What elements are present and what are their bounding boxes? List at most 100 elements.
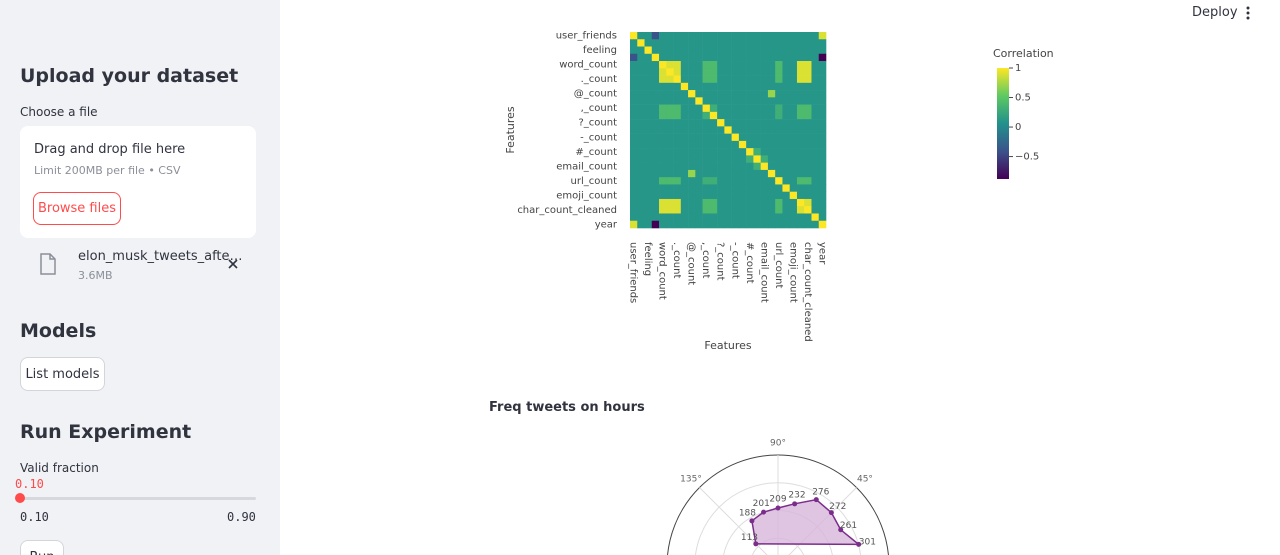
heatmap-cell <box>659 111 667 120</box>
x-tick-label: email_count <box>758 242 769 303</box>
heatmap-cell <box>738 133 747 142</box>
list-models-button[interactable]: List models <box>20 357 105 391</box>
heatmap-cell <box>717 111 725 120</box>
heatmap-cell <box>731 148 740 156</box>
deploy-button[interactable]: Deploy <box>1192 5 1238 20</box>
colorbar <box>997 68 1009 179</box>
point <box>753 541 759 547</box>
heatmap-cell <box>796 155 805 163</box>
heatmap-cell <box>775 206 783 214</box>
heatmap-cell <box>644 133 653 142</box>
browse-button[interactable]: Browse files <box>33 192 121 225</box>
heatmap-cell <box>659 97 667 105</box>
x-tick-label: user_friends <box>628 242 639 303</box>
heatmap-cell <box>782 148 791 156</box>
heatmap-cell <box>796 32 805 40</box>
heatmap-cell <box>688 148 696 156</box>
heatmap-cell <box>673 162 682 171</box>
heatmap-cell <box>695 119 703 127</box>
heatmap-cell <box>651 126 660 134</box>
heatmap-cell <box>746 119 754 127</box>
heatmap-cell <box>644 82 653 91</box>
heatmap-cell <box>818 32 827 40</box>
heatmap-cell <box>702 206 711 214</box>
heatmap-cell <box>782 53 791 62</box>
heatmap-cell <box>811 46 820 55</box>
dropzone[interactable]: Drag and drop file here Limit 200MB per … <box>20 126 256 238</box>
heatmap-cell <box>651 133 660 142</box>
heatmap-cell <box>688 119 696 127</box>
heatmap-cell <box>709 119 718 127</box>
heatmap-cell <box>753 90 761 98</box>
heatmap-cell <box>775 97 783 105</box>
heatmap-cell <box>782 126 791 134</box>
heatmap-cell <box>804 148 812 156</box>
heatmap-cell <box>782 213 791 222</box>
heatmap-cell <box>630 68 638 76</box>
run-button[interactable]: Run <box>20 540 64 555</box>
heatmap-cell <box>630 213 638 222</box>
heatmap-cell <box>731 68 740 76</box>
heatmap-cell <box>782 61 791 69</box>
heatmap-cell <box>673 220 682 229</box>
heatmap-cell <box>651 177 660 185</box>
heatmap-cell <box>811 169 820 178</box>
heatmap-cell <box>666 119 674 127</box>
point <box>775 505 781 511</box>
menu-button[interactable] <box>1244 5 1252 21</box>
heatmap-cell <box>767 126 776 134</box>
heatmap-cell <box>709 148 718 156</box>
heatmap-cell <box>695 133 703 142</box>
heatmap-cell <box>644 104 653 113</box>
heatmap-cell <box>804 75 812 84</box>
heatmap-cell <box>702 184 711 193</box>
x-tick-label: emoji_count <box>787 242 798 303</box>
heatmap-cell <box>782 32 791 40</box>
heatmap-cell <box>804 169 812 178</box>
heatmap-cell <box>702 177 711 185</box>
heatmap-cell <box>724 68 732 76</box>
heatmap-cell <box>695 184 703 193</box>
heatmap-cell <box>775 68 783 76</box>
heatmap-cell <box>695 177 703 185</box>
heatmap-cell <box>818 68 827 76</box>
heatmap-cell <box>688 162 696 171</box>
heatmap-cell <box>680 133 689 142</box>
heatmap-cell <box>680 148 689 156</box>
heatmap-cell <box>688 46 696 55</box>
heatmap-cell <box>818 46 827 55</box>
y-tick-label: #_count <box>575 147 617 158</box>
heatmap-cell <box>753 46 761 55</box>
heatmap-cell <box>695 169 703 178</box>
heatmap-cell <box>818 220 827 229</box>
heatmap-cell <box>789 133 798 142</box>
remove-file[interactable] <box>227 258 239 270</box>
heatmap-cell <box>804 213 812 222</box>
heatmap-cell <box>630 97 638 105</box>
point <box>792 501 798 507</box>
heatmap-cell <box>709 162 718 171</box>
heatmap-cell <box>630 82 638 91</box>
heatmap-cell <box>680 53 689 62</box>
heatmap-cell <box>637 191 645 200</box>
heatmap-cell <box>717 68 725 76</box>
heatmap-cell <box>746 46 754 55</box>
heatmap-cell <box>724 126 732 134</box>
heatmap-cell <box>796 104 805 113</box>
heatmap-cell <box>637 184 645 193</box>
heatmap-cell <box>724 32 732 40</box>
heatmap-cell <box>659 75 667 84</box>
heatmap-cell <box>796 119 805 127</box>
heatmap-cell <box>673 32 682 40</box>
heatmap-cell <box>789 169 798 178</box>
heatmap-cell <box>789 39 798 47</box>
heatmap-cell <box>709 39 718 47</box>
x-tick-label: year <box>816 242 827 265</box>
heatmap-cell <box>775 53 783 62</box>
heatmap-cell <box>637 104 645 113</box>
slider-thumb[interactable] <box>15 493 25 503</box>
heatmap-cell <box>630 61 638 69</box>
heatmap-cell <box>709 46 718 55</box>
heatmap-cell <box>717 177 725 185</box>
heatmap-cell <box>738 68 747 76</box>
